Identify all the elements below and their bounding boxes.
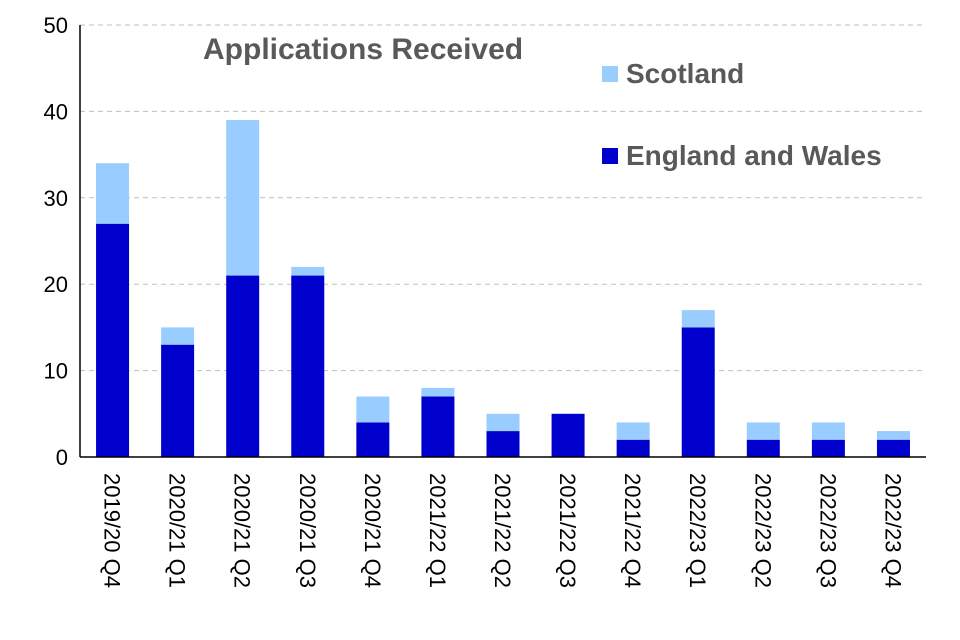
bar-scotland: [681, 310, 715, 328]
bar-england-and-wales: [551, 413, 585, 457]
y-tick-label: 30: [44, 186, 68, 211]
x-tick-label: 2022/23 Q1: [685, 473, 710, 588]
y-tick-label: 40: [44, 99, 68, 124]
bar-scotland: [291, 266, 325, 276]
bar-scotland: [746, 422, 780, 440]
x-tick-label: 2021/22 Q1: [425, 473, 450, 588]
x-tick-label: 2019/20 Q4: [100, 473, 125, 588]
bar-scotland: [811, 422, 845, 440]
x-tick-label: 2020/21 Q4: [360, 473, 385, 588]
legend-label-england-and-wales: England and Wales: [626, 140, 882, 171]
bar-england-and-wales: [811, 439, 845, 457]
axes: [79, 25, 926, 458]
x-tick-label: 2020/21 Q2: [230, 473, 255, 588]
bar-england-and-wales: [161, 344, 195, 457]
bar-scotland: [876, 431, 910, 440]
bar-england-and-wales: [96, 223, 130, 457]
x-tick-label: 2020/21 Q1: [165, 473, 190, 588]
y-tick-labels: 0 10 20 30 40 50: [44, 13, 68, 470]
bar-england-and-wales: [356, 422, 390, 457]
bars: [96, 120, 910, 457]
bar-scotland: [226, 120, 260, 276]
y-tick-label: 10: [44, 359, 68, 384]
bar-england-and-wales: [876, 439, 910, 457]
x-tick-labels: 2019/20 Q4 2020/21 Q1 2020/21 Q2 2020/21 Q3…: [100, 473, 906, 588]
x-tick-label: 2020/21 Q3: [295, 473, 320, 588]
gridlines: [80, 24, 926, 372]
x-tick-label: 2022/23 Q3: [815, 473, 840, 588]
y-tick-label: 50: [44, 13, 68, 38]
bar-scotland: [161, 327, 195, 345]
bar-england-and-wales: [616, 439, 650, 457]
bar-england-and-wales: [746, 439, 780, 457]
x-tick-label: 2022/23 Q4: [880, 473, 905, 588]
bar-england-and-wales: [486, 431, 520, 457]
bar-england-and-wales: [421, 396, 455, 457]
y-tick-label: 0: [56, 445, 68, 470]
chart-title: Applications Received: [203, 33, 523, 66]
bar-england-and-wales: [681, 327, 715, 457]
x-tick-label: 2021/22 Q4: [620, 473, 645, 588]
x-tick-label: 2021/22 Q3: [555, 473, 580, 588]
bar-scotland: [616, 422, 650, 440]
bar-scotland: [486, 413, 520, 432]
x-tick-label: 2021/22 Q2: [490, 473, 515, 588]
y-tick-label: 20: [44, 272, 68, 297]
legend-label-scotland: Scotland: [626, 58, 744, 89]
bar-scotland: [96, 163, 130, 224]
legend: Scotland England and Wales: [602, 58, 882, 171]
bar-england-and-wales: [226, 275, 260, 457]
legend-swatch-england-and-wales: [602, 148, 618, 164]
bar-scotland: [356, 396, 390, 423]
bar-england-and-wales: [291, 275, 325, 457]
bar-scotland: [421, 387, 455, 397]
legend-swatch-scotland: [602, 66, 618, 82]
x-tick-label: 2022/23 Q2: [750, 473, 775, 588]
